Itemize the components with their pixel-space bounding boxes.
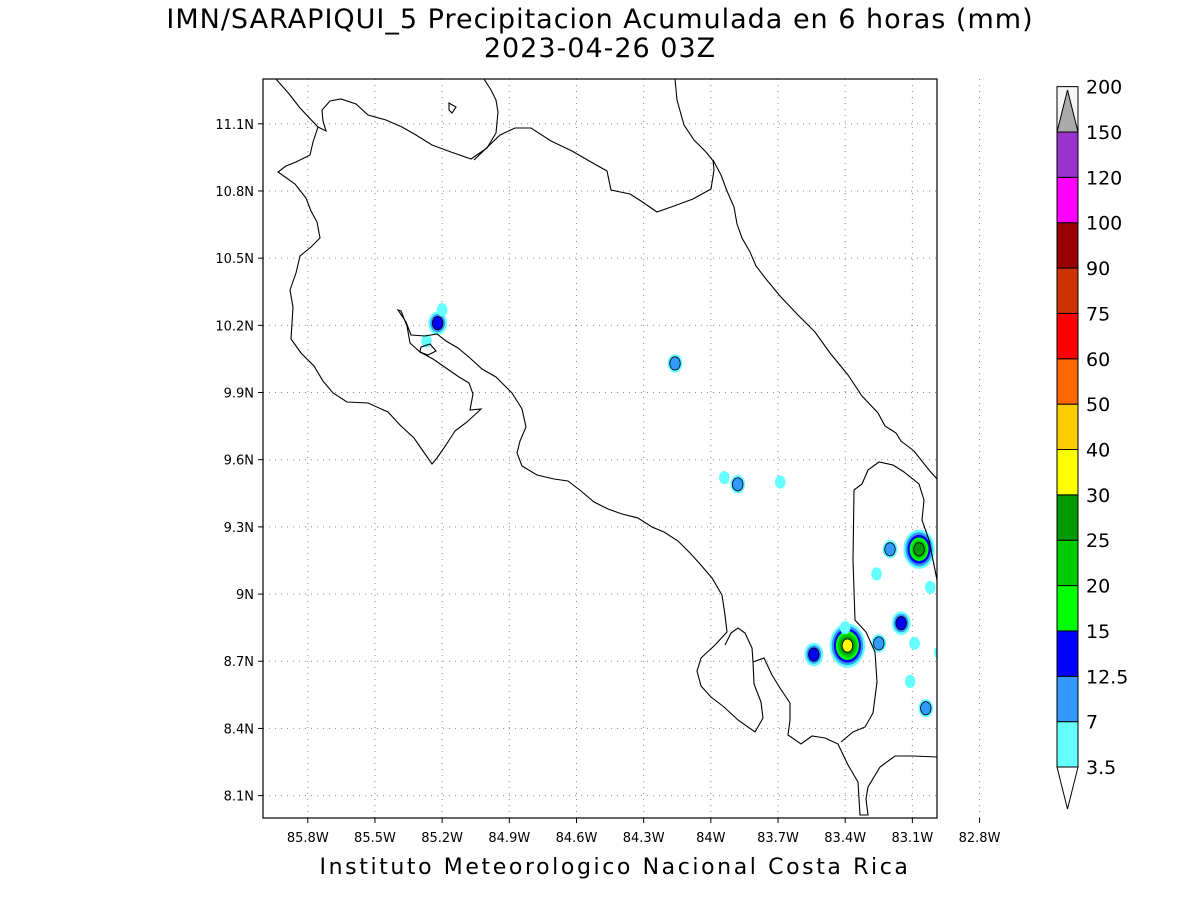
map-title: IMN/SARAPIQUI_5 Precipitacion Acumulada … <box>166 4 1034 35</box>
lon-tick-label: 84.3W <box>623 831 665 846</box>
lat-tick-label: 10.8N <box>215 185 254 200</box>
precip-cell <box>804 642 824 667</box>
precip-cell <box>904 674 916 688</box>
precip-cell <box>992 610 1003 623</box>
colorbar-label: 3.5 <box>1086 757 1116 779</box>
colorbar-swatch <box>1056 403 1079 450</box>
lon-tick-label: 83.7W <box>757 831 799 846</box>
plot-frame <box>262 78 938 819</box>
coastline <box>275 79 937 816</box>
colorbar-label: 7 <box>1086 712 1098 734</box>
precip-cell <box>718 471 730 485</box>
colorbar: 3.5 7 12.5 15 20 25 30 40 50 60 75 90 100 120 150 200 <box>1056 77 1128 810</box>
colorbar-swatch <box>1056 267 1079 314</box>
lon-tick-label: 84.9W <box>488 831 530 846</box>
graticule <box>263 79 981 818</box>
colorbar-label: 120 <box>1086 167 1122 189</box>
lon-tick-label: 84W <box>696 831 726 846</box>
colorbar-label: 90 <box>1086 258 1110 280</box>
colorbar-swatch <box>1056 539 1079 587</box>
precip-cell <box>871 634 887 653</box>
lat-tick-label: 9N <box>236 588 254 603</box>
precip-cell <box>918 699 934 718</box>
colorbar-label: 75 <box>1086 303 1110 325</box>
map-subtitle: 2023-04-26 03Z <box>483 33 717 64</box>
lat-tick-label: 9.9N <box>224 387 254 402</box>
colorbar-label: 12.5 <box>1086 666 1128 688</box>
lat-tick-label: 10.5N <box>215 252 254 267</box>
colorbar-swatch <box>1056 358 1079 405</box>
lon-tick-label: 82.8W <box>959 831 1001 846</box>
lat-tick-label: 8.4N <box>224 722 254 737</box>
lon-tick-label: 85.2W <box>421 831 463 846</box>
precip-cell <box>829 623 866 668</box>
precip-cell <box>891 611 911 635</box>
island-north <box>448 102 457 114</box>
colorbar-label: 15 <box>1086 621 1110 643</box>
colorbar-label: 150 <box>1086 122 1122 144</box>
precip-cell <box>933 646 937 659</box>
colorbar-label: 50 <box>1086 394 1110 416</box>
lon-tick-label: 84.6W <box>556 831 598 846</box>
colorbar-swatch <box>1056 176 1079 224</box>
lat-tick-label: 8.7N <box>224 655 254 670</box>
precip-cell <box>730 475 746 494</box>
colorbar-swatch <box>1056 449 1079 496</box>
lat-tick-label: 11.1N <box>215 118 254 133</box>
colorbar-swatch <box>1056 675 1079 723</box>
lon-tick-label: 83.1W <box>891 831 933 846</box>
precip-cell <box>882 540 898 559</box>
map-footer: Instituto Meteorologico Nacional Costa R… <box>319 855 911 880</box>
colorbar-swatch <box>1056 312 1079 360</box>
lake-nicaragua-shore <box>674 79 715 163</box>
lat-tick-label: 8.1N <box>224 790 254 805</box>
colorbar-swatch <box>1056 630 1079 677</box>
colorbar-swatch <box>1056 222 1079 269</box>
colorbar-label: 200 <box>1086 77 1122 99</box>
colorbar-label: 60 <box>1086 349 1110 371</box>
coastline-caribbean <box>473 127 937 480</box>
lon-tick-label: 85.5W <box>354 831 396 846</box>
coastline-pacific <box>277 126 937 816</box>
panama-border <box>853 461 937 581</box>
colorbar-min-triangle <box>1056 766 1079 810</box>
precip-cell <box>667 354 683 373</box>
gulf-dulce-shore <box>724 627 754 663</box>
precip-cell <box>903 529 935 569</box>
colorbar-label: 20 <box>1086 576 1110 598</box>
colorbar-label: 40 <box>1086 440 1110 462</box>
colorbar-swatch <box>1056 585 1079 632</box>
precip-cell <box>909 636 920 650</box>
precip-cell <box>925 580 936 594</box>
colorbar-label: 100 <box>1086 213 1122 235</box>
precipitation-field <box>421 303 1011 718</box>
lat-tick-label: 9.6N <box>224 454 254 469</box>
lat-tick-label: 10.2N <box>215 319 254 334</box>
coastline-north <box>275 79 499 160</box>
lat-tick-label: 9.3N <box>224 521 254 536</box>
colorbar-swatch <box>1056 494 1079 541</box>
precip-cell <box>774 475 786 489</box>
border-segment <box>840 489 878 743</box>
precip-cell <box>436 303 448 317</box>
colorbar-swatch <box>1056 131 1079 178</box>
axis-ticks: 85.8W 85.5W 85.2W 84.9W 84.6W 84.3W 84W 83.7W 83… <box>215 118 1000 846</box>
peninsula-nicoya-island <box>419 343 437 356</box>
colorbar-label: 30 <box>1086 485 1110 507</box>
precip-cell <box>992 627 1011 651</box>
precip-cell <box>839 621 851 635</box>
lon-tick-label: 85.8W <box>287 831 329 846</box>
colorbar-label: 25 <box>1086 530 1110 552</box>
colorbar-swatch <box>1056 721 1079 768</box>
colorbar-max-triangle <box>1056 89 1079 133</box>
precip-cell <box>428 311 448 335</box>
lon-tick-label: 83.4W <box>824 831 866 846</box>
precip-cell <box>871 567 882 581</box>
